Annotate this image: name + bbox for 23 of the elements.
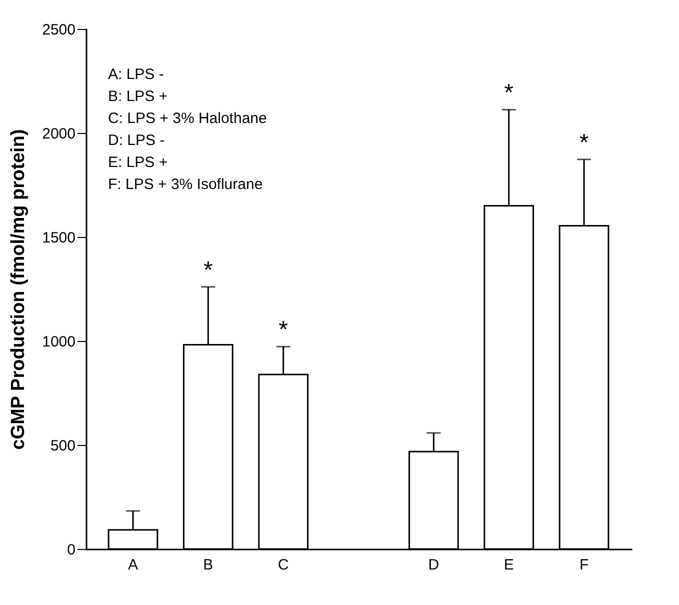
x-tick-label: B (203, 556, 214, 574)
x-tick-label: A (128, 556, 138, 574)
y-tick-label: 2500 (42, 22, 76, 38)
annotation: C: LPS + 3% Halothane (108, 110, 267, 127)
annotation: * (504, 80, 514, 107)
annotation: A: LPS - (108, 66, 164, 83)
y-tick-label: 1500 (42, 230, 76, 246)
annotation: F: LPS + 3% Isoflurane (108, 176, 263, 193)
annotation: * (203, 256, 213, 284)
x-tick-label: F (579, 556, 589, 574)
y-axis-title: cGMP Production (fmol/mg protein) (8, 129, 30, 450)
annotation: D: LPS - (108, 132, 165, 149)
x-tick-label: C (278, 556, 289, 574)
annotation: B: LPS + (108, 88, 168, 105)
y-tick-label: 0 (67, 542, 76, 558)
annotation: * (579, 129, 589, 156)
y-tick-label: 1000 (42, 334, 76, 350)
x-tick-label: D (428, 556, 440, 574)
annotation: * (278, 316, 288, 344)
y-tick-label: 500 (50, 438, 76, 454)
x-tick-label: E (504, 556, 514, 574)
annotation: E: LPS + (108, 154, 168, 171)
y-tick-label: 2000 (42, 126, 76, 142)
